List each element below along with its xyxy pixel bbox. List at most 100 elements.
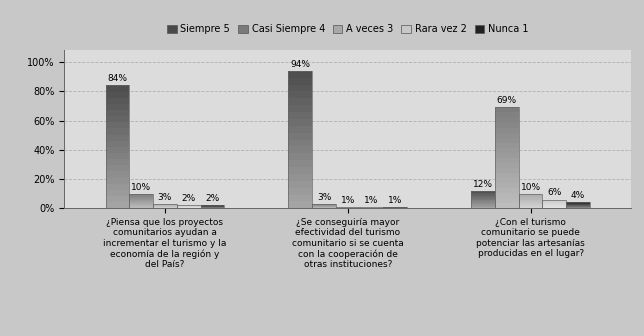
Bar (289, 78, 312, 85)
Bar (471, 202, 495, 203)
Bar (542, 203, 566, 204)
Text: 2%: 2% (182, 194, 196, 203)
Bar (495, 188, 518, 193)
Bar (200, 205, 224, 208)
Bar (518, 201, 542, 202)
Bar (129, 201, 153, 202)
Bar (542, 201, 566, 202)
Bar (129, 194, 153, 208)
Bar (383, 207, 407, 208)
Bar (495, 108, 518, 208)
Bar (106, 196, 129, 202)
Bar (129, 207, 153, 208)
Text: 6%: 6% (547, 188, 562, 197)
Bar (106, 165, 129, 171)
Bar (106, 122, 129, 128)
Bar (471, 198, 495, 199)
Text: 10%: 10% (520, 182, 540, 192)
Bar (106, 135, 129, 141)
Bar (129, 203, 153, 204)
Bar (106, 104, 129, 110)
Bar (106, 110, 129, 116)
Bar (495, 118, 518, 123)
Bar (129, 205, 153, 206)
Bar (289, 167, 312, 174)
Legend: Siempre 5, Casi Siempre 4, A veces 3, Rara vez 2, Nunca 1: Siempre 5, Casi Siempre 4, A veces 3, Ra… (163, 20, 533, 38)
Bar (542, 206, 566, 207)
Bar (289, 195, 312, 202)
Bar (289, 119, 312, 126)
Bar (106, 153, 129, 159)
Bar (471, 204, 495, 205)
Bar (542, 200, 566, 208)
Bar (518, 197, 542, 198)
Text: 2%: 2% (205, 194, 220, 203)
Bar (495, 123, 518, 128)
Bar (106, 184, 129, 190)
Bar (106, 85, 129, 92)
Text: 10%: 10% (131, 182, 151, 192)
Bar (177, 205, 200, 208)
Bar (471, 205, 495, 206)
Bar (495, 183, 518, 188)
Bar (289, 181, 312, 188)
Text: 84%: 84% (108, 74, 128, 83)
Bar (289, 133, 312, 139)
Bar (129, 196, 153, 197)
Bar (518, 203, 542, 204)
Bar (495, 148, 518, 153)
Bar (289, 160, 312, 167)
Bar (518, 204, 542, 205)
Bar (471, 206, 495, 207)
Bar (518, 205, 542, 206)
Bar (129, 197, 153, 198)
Bar (129, 194, 153, 195)
Bar (542, 200, 566, 201)
Bar (495, 113, 518, 118)
Bar (129, 198, 153, 199)
Bar (495, 203, 518, 208)
Bar (312, 204, 336, 208)
Text: 4%: 4% (571, 191, 585, 200)
Bar (471, 192, 495, 193)
Text: 94%: 94% (290, 60, 310, 69)
Bar (106, 85, 129, 208)
Bar (518, 196, 542, 197)
Text: 3%: 3% (317, 193, 331, 202)
Bar (518, 202, 542, 203)
Bar (471, 199, 495, 200)
Bar (129, 204, 153, 205)
Bar (289, 146, 312, 153)
Bar (289, 139, 312, 146)
Bar (129, 206, 153, 207)
Bar (471, 195, 495, 196)
Text: 69%: 69% (497, 96, 517, 105)
Bar (106, 128, 129, 135)
Bar (336, 207, 359, 208)
Bar (518, 195, 542, 196)
Bar (289, 98, 312, 105)
Bar (106, 178, 129, 184)
Bar (289, 188, 312, 195)
Bar (106, 116, 129, 122)
Bar (471, 207, 495, 208)
Bar (542, 204, 566, 205)
Bar (106, 147, 129, 153)
Bar (495, 128, 518, 133)
Bar (495, 178, 518, 183)
Bar (495, 193, 518, 198)
Text: 1%: 1% (341, 196, 355, 205)
Bar (106, 190, 129, 196)
Bar (289, 202, 312, 208)
Bar (289, 105, 312, 112)
Bar (289, 174, 312, 181)
Bar (106, 171, 129, 178)
Bar (495, 138, 518, 143)
Bar (518, 198, 542, 199)
Bar (153, 204, 177, 208)
Bar (495, 173, 518, 178)
Text: 3%: 3% (158, 193, 172, 202)
Bar (495, 133, 518, 138)
Bar (289, 71, 312, 78)
Bar (471, 193, 495, 194)
